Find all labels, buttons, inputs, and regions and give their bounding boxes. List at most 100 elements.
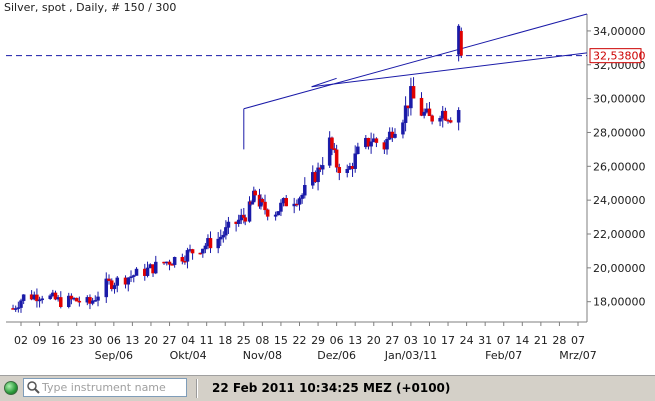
x-tick-label: 13 xyxy=(125,334,139,347)
candle-body xyxy=(221,234,226,238)
chart-frame xyxy=(6,14,588,323)
x-tick-label: 22 xyxy=(293,334,307,347)
candle-body xyxy=(438,117,442,122)
connection-status-icon xyxy=(4,381,18,395)
candle-body xyxy=(279,202,283,212)
candle-body xyxy=(284,198,288,207)
candle-body xyxy=(19,300,23,308)
x-month-label: Feb/07 xyxy=(485,349,522,362)
upper-trendline xyxy=(243,13,588,110)
y-tick-label: 20,00000 xyxy=(593,262,646,275)
current-price-marker: 32,53800 xyxy=(589,48,646,64)
candle-body xyxy=(216,238,220,249)
candle-body xyxy=(330,137,334,149)
price-chart[interactable]: Silver, spot , Daily, # 150 / 300 18,000… xyxy=(0,0,655,375)
x-month-label: Dez/06 xyxy=(317,349,356,362)
x-tick-label: 09 xyxy=(33,334,47,347)
datetime-readout: 22 Feb 2011 10:34:25 MEZ (+0100) xyxy=(212,381,451,395)
x-month-label: Mrz/07 xyxy=(559,349,597,362)
candle-body xyxy=(297,198,302,205)
x-tick-label: 04 xyxy=(181,334,195,347)
candle-body xyxy=(69,295,74,300)
y-axis: 18,00000 20,00000 22,00000 24,00000 26,00000… xyxy=(587,25,646,309)
candle-body xyxy=(154,261,158,274)
candle-body xyxy=(180,257,185,262)
x-tick-label: 14 xyxy=(515,334,529,347)
x-tick-label: 06 xyxy=(107,334,121,347)
x-tick-label: 23 xyxy=(70,334,84,347)
candle-body xyxy=(226,221,231,228)
candle-body xyxy=(37,299,42,302)
candle-body xyxy=(115,277,120,286)
x-tick-label: 25 xyxy=(237,334,251,347)
x-axis: 02 09 16 23 30 06 13 20 27 04 11 18 25 08 15 22 29 06 13 20… xyxy=(14,322,597,362)
candle-body xyxy=(401,122,405,135)
x-tick-label: 15 xyxy=(274,334,288,347)
candle-body xyxy=(126,277,131,285)
candle-body xyxy=(456,110,461,123)
x-tick-label: 21 xyxy=(534,334,548,347)
candle-body xyxy=(110,280,114,290)
candle-body xyxy=(172,257,177,265)
candle-body xyxy=(419,97,424,116)
candle-body xyxy=(385,138,389,150)
candle-body xyxy=(185,250,190,262)
candle-body xyxy=(459,30,463,56)
x-tick-label: 20 xyxy=(367,334,381,347)
candle-body xyxy=(167,261,172,265)
candle-body xyxy=(276,211,281,216)
x-tick-label: 06 xyxy=(330,334,344,347)
candle-body xyxy=(422,111,426,116)
x-tick-label: 02 xyxy=(14,334,28,347)
chart-area[interactable]: Silver, spot , Daily, # 150 / 300 18,000… xyxy=(0,0,655,375)
candle-body xyxy=(263,201,267,211)
candle-body xyxy=(320,165,325,170)
candle-body xyxy=(129,276,133,279)
x-tick-label: 17 xyxy=(441,334,455,347)
candle-body xyxy=(253,190,257,196)
y-tick-label: 28,00000 xyxy=(593,126,646,139)
candle-body xyxy=(345,169,349,173)
candle-body xyxy=(183,260,187,263)
instrument-search-box[interactable] xyxy=(23,378,187,397)
candle-body xyxy=(430,115,434,122)
x-tick-label: 13 xyxy=(348,334,362,347)
candle-body xyxy=(219,236,223,240)
candle-body xyxy=(334,149,339,168)
candle-body xyxy=(16,307,21,309)
y-tick-label: 34,00000 xyxy=(593,25,646,38)
x-tick-label: 29 xyxy=(311,334,325,347)
candle-body xyxy=(236,219,241,224)
x-month-label: Jan/03/11 xyxy=(384,349,437,362)
candle-body xyxy=(203,245,208,250)
x-tick-label: 11 xyxy=(200,334,214,347)
candle-body xyxy=(59,297,63,307)
candle-body xyxy=(273,214,278,217)
candle-body xyxy=(48,295,52,299)
x-month-label: Okt/04 xyxy=(170,349,207,362)
candle-body xyxy=(457,25,461,55)
trendlines xyxy=(243,13,588,150)
y-tick-label: 24,00000 xyxy=(593,194,646,207)
candle-body xyxy=(250,201,255,205)
chart-title: Silver, spot , Daily, # 150 / 300 xyxy=(4,1,176,14)
x-tick-label: 07 xyxy=(497,334,511,347)
candle-body xyxy=(393,133,397,138)
candle-body xyxy=(332,148,337,151)
y-tick-label: 26,00000 xyxy=(593,160,646,173)
candle-body xyxy=(208,238,213,249)
x-tick-label: 16 xyxy=(51,334,65,347)
x-tick-label: 20 xyxy=(144,334,158,347)
candle-body xyxy=(198,252,203,255)
candle-body xyxy=(300,194,304,199)
y-tick-label: 18,00000 xyxy=(593,296,646,309)
search-icon[interactable] xyxy=(26,380,41,395)
candle-body xyxy=(74,297,79,302)
candle-body xyxy=(224,227,228,236)
candle-body xyxy=(112,285,117,290)
x-tick-label: 10 xyxy=(422,334,436,347)
x-tick-label: 03 xyxy=(404,334,418,347)
candle-body xyxy=(265,209,270,217)
y-tick-label: 22,00000 xyxy=(593,228,646,241)
instrument-search-input[interactable] xyxy=(42,380,182,395)
